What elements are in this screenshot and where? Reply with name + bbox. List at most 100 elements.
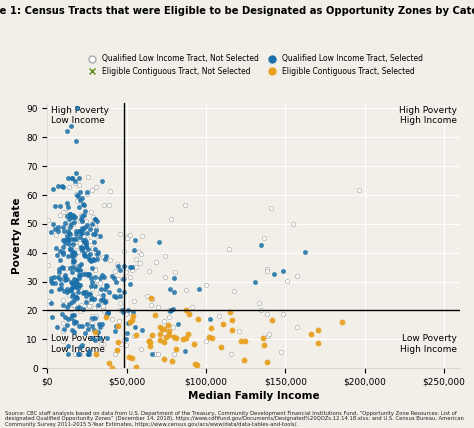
Point [59, 237, 67, 244]
Point [202, 338, 210, 345]
Point [61, 220, 68, 227]
Point [54, 223, 62, 230]
Point [64, 252, 72, 259]
Point [107, 257, 114, 264]
Point [226, 309, 234, 315]
Point [71, 255, 78, 262]
Point [91, 314, 99, 321]
Point [100, 291, 107, 298]
Point [114, 365, 122, 372]
Point [79, 269, 86, 276]
Text: High Poverty
Low Income: High Poverty Low Income [51, 106, 109, 125]
Point [86, 347, 93, 354]
Point [127, 281, 134, 288]
Point [138, 232, 146, 239]
Point [120, 329, 128, 336]
Point [113, 294, 120, 300]
Point [175, 327, 182, 333]
Point [201, 344, 209, 351]
Point [70, 282, 78, 289]
Point [227, 350, 235, 357]
Point [78, 213, 85, 220]
Point [106, 339, 113, 346]
Point [70, 275, 78, 282]
Point [72, 227, 80, 234]
Point [228, 327, 236, 334]
Point [200, 351, 208, 358]
Point [70, 248, 78, 255]
Point [78, 247, 86, 253]
Point [59, 250, 67, 257]
Point [307, 331, 314, 338]
Point [125, 353, 133, 360]
Text: Source: CBC staff analysis based on data from U.S. Department of the Treasury, C: Source: CBC staff analysis based on data… [5, 410, 464, 427]
Point [78, 244, 85, 251]
Point [279, 268, 287, 275]
Point [129, 340, 137, 347]
Point [50, 220, 57, 227]
Point [176, 365, 184, 372]
Point [70, 328, 77, 335]
Point [91, 273, 99, 280]
Point [98, 321, 105, 328]
Point [98, 321, 106, 327]
Point [91, 267, 99, 274]
Point [52, 245, 60, 252]
Point [89, 230, 96, 237]
Point [165, 321, 173, 328]
Point [71, 350, 78, 357]
Point [314, 349, 322, 356]
Point [278, 336, 286, 342]
Point [65, 184, 73, 191]
Point [84, 350, 91, 357]
Point [237, 354, 245, 361]
Point [66, 246, 73, 253]
Point [183, 347, 191, 354]
Point [206, 346, 213, 353]
Point [66, 224, 74, 231]
Point [124, 321, 131, 328]
Point [89, 322, 96, 329]
Point [126, 331, 134, 338]
Point [171, 345, 179, 352]
Point [126, 231, 134, 238]
Point [114, 302, 122, 309]
Point [126, 344, 133, 351]
Point [290, 330, 298, 337]
Point [235, 328, 243, 335]
Point [69, 250, 77, 256]
Point [114, 339, 122, 346]
Point [101, 299, 109, 306]
Point [243, 356, 251, 363]
Point [64, 175, 72, 181]
Point [102, 282, 110, 288]
Point [78, 245, 85, 252]
Point [80, 211, 88, 218]
Point [75, 303, 83, 310]
Point [81, 252, 88, 259]
Point [74, 249, 82, 256]
Point [91, 329, 99, 336]
Point [156, 327, 164, 334]
Point [77, 287, 84, 294]
Point [56, 202, 64, 209]
Point [191, 360, 199, 367]
Point [84, 271, 92, 278]
Point [100, 295, 107, 302]
Point [97, 279, 104, 286]
Point [85, 290, 92, 297]
Point [130, 247, 137, 253]
Point [66, 245, 74, 252]
Point [92, 183, 100, 190]
Point [72, 169, 80, 176]
Point [166, 331, 173, 338]
Point [77, 245, 85, 252]
Point [172, 335, 179, 342]
Point [111, 276, 119, 283]
Point [67, 213, 75, 220]
Point [158, 325, 166, 332]
Point [67, 279, 74, 285]
Point [171, 321, 179, 328]
Point [149, 344, 156, 351]
Point [76, 227, 83, 234]
